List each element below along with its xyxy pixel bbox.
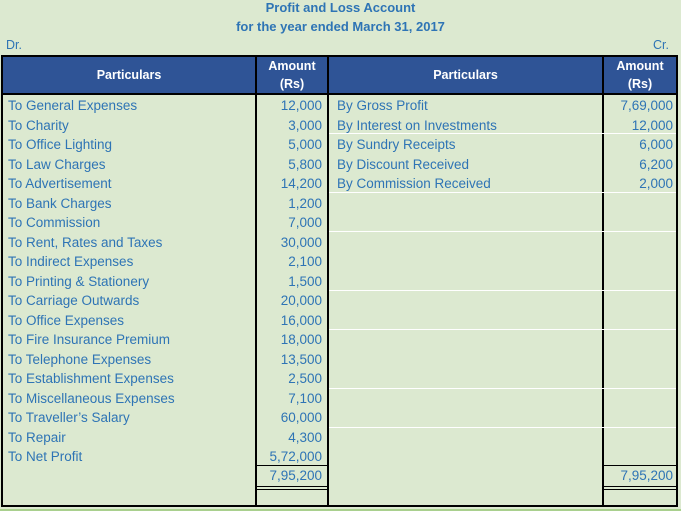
debit-particular: To General Expenses: [8, 98, 138, 113]
debit-particular: To Charity: [8, 117, 69, 133]
header-left-particulars: Particulars: [96, 68, 162, 82]
debit-particular: To Traveller’s Salary: [8, 410, 130, 425]
credit-amount: 7,69,000: [620, 98, 673, 113]
credit-amount: 6,200: [639, 156, 673, 172]
debit-amount: 60,000: [280, 410, 322, 425]
header-right-amount: Amount (Rs): [604, 57, 676, 93]
gridline: [329, 133, 676, 134]
debit-particular: To Bank Charges: [8, 195, 112, 211]
credit-particular: By Interest on Investments: [337, 117, 497, 133]
debit-particular: To Law Charges: [8, 156, 106, 172]
debit-amount: 30,000: [280, 234, 322, 250]
debit-amount: 1,500: [288, 273, 322, 289]
total-rule-top: [604, 465, 676, 466]
bottom-border: [0, 509, 681, 511]
header-left-amount-line1: Amount: [268, 59, 316, 73]
header-right-amount-line2: (Rs): [627, 77, 653, 91]
debit-amount: 18,000: [280, 332, 322, 347]
total-double-rule: [604, 486, 676, 487]
debit-amount: 3,000: [288, 117, 322, 133]
credit-amount: 12,000: [631, 117, 673, 133]
total-double-rule: [257, 489, 327, 490]
table-header: Particulars Amount (Rs) Particulars Amou…: [3, 57, 676, 95]
debit-total: 7,95,200: [269, 468, 322, 483]
gridline: [329, 231, 676, 232]
page-title: Profit and Loss Account: [265, 0, 416, 15]
debit-amount: 13,500: [280, 351, 322, 367]
debit-particular: To Rent, Rates and Taxes: [8, 234, 163, 250]
debit-particular: To Advertisement: [8, 176, 112, 191]
credit-particular: By Discount Received: [337, 156, 470, 172]
debit-amount: 16,000: [280, 312, 322, 328]
divider-left-amount: [255, 57, 257, 505]
debit-amount: 5,800: [288, 156, 322, 172]
page-subtitle: for the year ended March 31, 2017: [236, 19, 445, 34]
debit-particular: To Carriage Outwards: [8, 293, 140, 308]
header-right-amount-line1: Amount: [616, 59, 664, 73]
debit-amount: 12,000: [280, 98, 322, 113]
debit-amount: 7,000: [288, 215, 322, 230]
divider-right-amount: [602, 57, 604, 505]
total-double-rule: [604, 489, 676, 490]
debit-particular: To Establishment Expenses: [8, 371, 174, 386]
debit-particular: To Office Expenses: [8, 312, 125, 328]
debit-particular: To Net Profit: [8, 449, 83, 464]
credit-particular: By Sundry Receipts: [337, 137, 456, 152]
debit-particular: To Commission: [8, 215, 101, 230]
debit-amount: 5,000: [288, 137, 322, 152]
credit-amount: 2,000: [639, 176, 673, 191]
divider-center: [327, 57, 329, 505]
gridline: [329, 388, 676, 389]
total-double-rule: [257, 486, 327, 487]
debit-particular: To Printing & Stationery: [8, 273, 150, 289]
total-rule-top: [257, 465, 327, 466]
credit-particular: By Gross Profit: [337, 98, 428, 113]
debit-amount: 5,72,000: [269, 449, 322, 464]
debit-amount: 4,300: [288, 429, 322, 445]
credit-particular: By Commission Received: [337, 176, 491, 191]
debit-particular: To Indirect Expenses: [8, 254, 134, 269]
debit-amount: 1,200: [288, 195, 322, 211]
gridline: [329, 427, 676, 428]
credit-total: 7,95,200: [620, 468, 673, 483]
header-right-particulars: Particulars: [433, 68, 498, 82]
gridline: [329, 329, 676, 330]
gridline: [329, 290, 676, 291]
credit-amount: 6,000: [639, 137, 673, 152]
debit-amount: 2,100: [288, 254, 322, 269]
debit-particular: To Fire Insurance Premium: [8, 332, 171, 347]
debit-particular: To Repair: [8, 429, 66, 445]
header-left-amount: Amount (Rs): [257, 57, 327, 93]
debit-amount: 14,200: [280, 176, 322, 191]
debit-particular: To Telephone Expenses: [8, 351, 152, 367]
debit-amount: 2,500: [288, 371, 322, 386]
debit-amount: 7,100: [288, 390, 322, 406]
debit-particular: To Office Lighting: [8, 137, 113, 152]
debit-particular: To Miscellaneous Expenses: [8, 390, 175, 406]
debit-label: Dr.: [6, 38, 22, 52]
credit-label: Cr.: [653, 38, 669, 52]
gridline: [329, 192, 676, 193]
debit-amount: 20,000: [280, 293, 322, 308]
header-left-amount-line2: (Rs): [279, 77, 305, 91]
profit-loss-table: Particulars Amount (Rs) Particulars Amou…: [1, 55, 678, 507]
